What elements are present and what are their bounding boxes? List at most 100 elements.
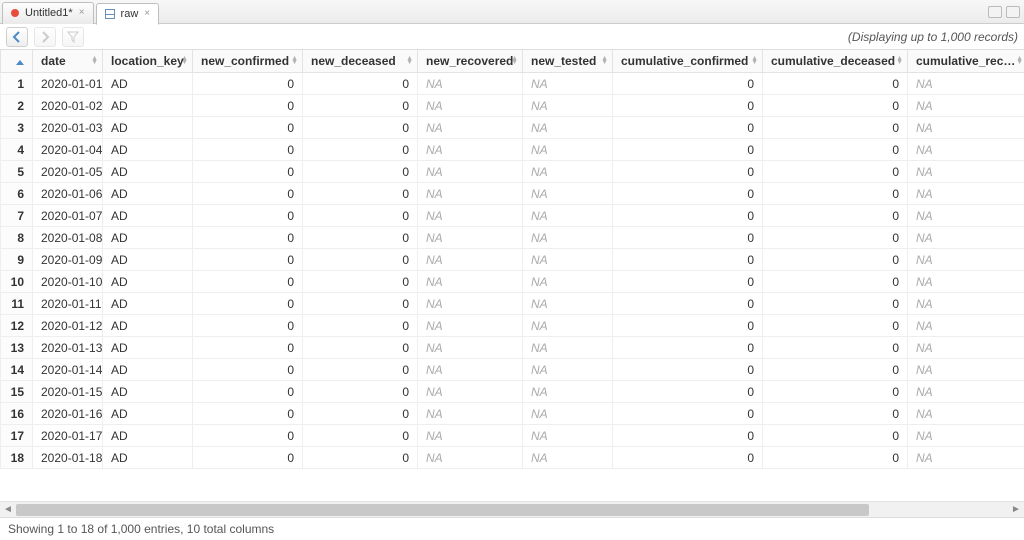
cell-new_deceased[interactable]: 0 — [303, 315, 418, 337]
cell-new_confirmed[interactable]: 0 — [193, 315, 303, 337]
cell-new_tested[interactable]: NA — [523, 117, 613, 139]
cell-new_recovered[interactable]: NA — [418, 403, 523, 425]
cell-cumulative_confirmed[interactable]: 0 — [613, 73, 763, 95]
table-row[interactable]: 142020-01-14AD00NANA00NA — [1, 359, 1024, 381]
cell-new_confirmed[interactable]: 0 — [193, 271, 303, 293]
cell-date[interactable]: 2020-01-08 — [33, 227, 103, 249]
cell-new_confirmed[interactable]: 0 — [193, 447, 303, 469]
back-button[interactable] — [6, 27, 28, 47]
cell-location_key[interactable]: AD — [103, 425, 193, 447]
cell-cumulative_confirmed[interactable]: 0 — [613, 249, 763, 271]
maximize-pane-button[interactable] — [1006, 6, 1020, 18]
cell-date[interactable]: 2020-01-13 — [33, 337, 103, 359]
cell-new_tested[interactable]: NA — [523, 73, 613, 95]
cell-cumulative_deceased[interactable]: 0 — [763, 205, 908, 227]
cell-cumulative_confirmed[interactable]: 0 — [613, 425, 763, 447]
cell-new_tested[interactable]: NA — [523, 293, 613, 315]
cell-new_recovered[interactable]: NA — [418, 139, 523, 161]
cell-new_confirmed[interactable]: 0 — [193, 249, 303, 271]
table-row[interactable]: 92020-01-09AD00NANA00NA — [1, 249, 1024, 271]
cell-new_confirmed[interactable]: 0 — [193, 425, 303, 447]
cell-location_key[interactable]: AD — [103, 139, 193, 161]
cell-cumulative_recovered[interactable]: NA — [908, 205, 1024, 227]
cell-location_key[interactable]: AD — [103, 337, 193, 359]
table-row[interactable]: 182020-01-18AD00NANA00NA — [1, 447, 1024, 469]
cell-cumulative_recovered[interactable]: NA — [908, 227, 1024, 249]
cell-new_deceased[interactable]: 0 — [303, 95, 418, 117]
cell-new_confirmed[interactable]: 0 — [193, 183, 303, 205]
cell-cumulative_deceased[interactable]: 0 — [763, 161, 908, 183]
data-grid-scroll[interactable]: date▲▼location_key▲▼new_confirmed▲▼new_d… — [0, 50, 1024, 501]
cell-date[interactable]: 2020-01-07 — [33, 205, 103, 227]
cell-cumulative_deceased[interactable]: 0 — [763, 359, 908, 381]
close-tab-icon[interactable]: × — [144, 9, 150, 19]
column-header-date[interactable]: date▲▼ — [33, 50, 103, 73]
scroll-right-icon[interactable]: ► — [1008, 502, 1024, 518]
column-header-new_deceased[interactable]: new_deceased▲▼ — [303, 50, 418, 73]
cell-date[interactable]: 2020-01-18 — [33, 447, 103, 469]
cell-cumulative_recovered[interactable]: NA — [908, 249, 1024, 271]
cell-location_key[interactable]: AD — [103, 183, 193, 205]
cell-cumulative_deceased[interactable]: 0 — [763, 403, 908, 425]
column-header-new_recovered[interactable]: new_recovered▲▼ — [418, 50, 523, 73]
cell-cumulative_confirmed[interactable]: 0 — [613, 205, 763, 227]
cell-new_confirmed[interactable]: 0 — [193, 359, 303, 381]
cell-cumulative_confirmed[interactable]: 0 — [613, 293, 763, 315]
cell-location_key[interactable]: AD — [103, 315, 193, 337]
cell-cumulative_recovered[interactable]: NA — [908, 315, 1024, 337]
cell-new_tested[interactable]: NA — [523, 139, 613, 161]
cell-location_key[interactable]: AD — [103, 73, 193, 95]
cell-cumulative_deceased[interactable]: 0 — [763, 337, 908, 359]
table-row[interactable]: 162020-01-16AD00NANA00NA — [1, 403, 1024, 425]
cell-location_key[interactable]: AD — [103, 447, 193, 469]
cell-new_tested[interactable]: NA — [523, 403, 613, 425]
cell-date[interactable]: 2020-01-12 — [33, 315, 103, 337]
cell-new_deceased[interactable]: 0 — [303, 271, 418, 293]
cell-new_deceased[interactable]: 0 — [303, 249, 418, 271]
scroll-left-icon[interactable]: ◄ — [0, 502, 16, 518]
cell-cumulative_confirmed[interactable]: 0 — [613, 381, 763, 403]
table-row[interactable]: 152020-01-15AD00NANA00NA — [1, 381, 1024, 403]
cell-new_confirmed[interactable]: 0 — [193, 73, 303, 95]
cell-cumulative_recovered[interactable]: NA — [908, 447, 1024, 469]
cell-cumulative_deceased[interactable]: 0 — [763, 425, 908, 447]
cell-new_tested[interactable]: NA — [523, 337, 613, 359]
cell-new_recovered[interactable]: NA — [418, 183, 523, 205]
cell-cumulative_confirmed[interactable]: 0 — [613, 447, 763, 469]
cell-location_key[interactable]: AD — [103, 117, 193, 139]
cell-date[interactable]: 2020-01-04 — [33, 139, 103, 161]
horizontal-scrollbar[interactable]: ◄ ► — [0, 501, 1024, 517]
cell-cumulative_confirmed[interactable]: 0 — [613, 117, 763, 139]
cell-date[interactable]: 2020-01-03 — [33, 117, 103, 139]
cell-new_tested[interactable]: NA — [523, 205, 613, 227]
cell-new_recovered[interactable]: NA — [418, 227, 523, 249]
cell-cumulative_confirmed[interactable]: 0 — [613, 337, 763, 359]
cell-new_tested[interactable]: NA — [523, 95, 613, 117]
cell-date[interactable]: 2020-01-15 — [33, 381, 103, 403]
cell-cumulative_confirmed[interactable]: 0 — [613, 161, 763, 183]
scrollbar-thumb[interactable] — [16, 504, 869, 516]
cell-new_recovered[interactable]: NA — [418, 447, 523, 469]
cell-cumulative_deceased[interactable]: 0 — [763, 315, 908, 337]
cell-cumulative_deceased[interactable]: 0 — [763, 293, 908, 315]
cell-new_recovered[interactable]: NA — [418, 249, 523, 271]
tab-raw[interactable]: raw× — [96, 3, 160, 25]
cell-cumulative_recovered[interactable]: NA — [908, 271, 1024, 293]
cell-cumulative_recovered[interactable]: NA — [908, 425, 1024, 447]
cell-cumulative_confirmed[interactable]: 0 — [613, 359, 763, 381]
cell-date[interactable]: 2020-01-09 — [33, 249, 103, 271]
cell-date[interactable]: 2020-01-06 — [33, 183, 103, 205]
cell-cumulative_confirmed[interactable]: 0 — [613, 183, 763, 205]
table-row[interactable]: 42020-01-04AD00NANA00NA — [1, 139, 1024, 161]
cell-location_key[interactable]: AD — [103, 359, 193, 381]
cell-location_key[interactable]: AD — [103, 403, 193, 425]
cell-new_tested[interactable]: NA — [523, 381, 613, 403]
cell-cumulative_deceased[interactable]: 0 — [763, 447, 908, 469]
cell-location_key[interactable]: AD — [103, 227, 193, 249]
cell-new_confirmed[interactable]: 0 — [193, 337, 303, 359]
table-row[interactable]: 12020-01-01AD00NANA00NA — [1, 73, 1024, 95]
table-row[interactable]: 22020-01-02AD00NANA00NA — [1, 95, 1024, 117]
cell-new_tested[interactable]: NA — [523, 447, 613, 469]
cell-new_confirmed[interactable]: 0 — [193, 403, 303, 425]
cell-cumulative_recovered[interactable]: NA — [908, 403, 1024, 425]
